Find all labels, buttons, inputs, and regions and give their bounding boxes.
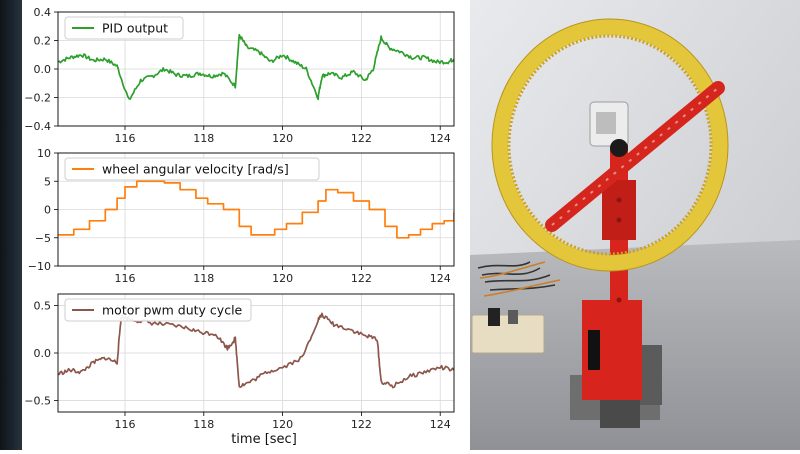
- wheel-crossbar: [545, 81, 725, 232]
- y-tick-label: 0.0: [34, 347, 52, 360]
- reaction-wheel: [491, 18, 729, 272]
- plot-frame: [57, 11, 455, 127]
- plots-panel: time [sec] 116 118 120 122 124 −0.4 −0.2 0.0 0.2…: [22, 0, 470, 450]
- y-tick-label: 10: [37, 147, 51, 160]
- x-tick-label: 124: [430, 272, 451, 285]
- plot-frame: [57, 293, 455, 413]
- legend-label: motor pwm duty cycle: [102, 303, 243, 318]
- legend-label: PID output: [102, 21, 168, 36]
- x-axis-label: time [sec]: [231, 432, 297, 447]
- x-tick-label: 116: [114, 418, 135, 431]
- y-tick-label: −0.5: [24, 395, 51, 408]
- breadboard: [471, 261, 561, 354]
- x-tick-label: 118: [193, 272, 214, 285]
- x-tick-label: 120: [272, 272, 293, 285]
- y-tick-label: 0.2: [34, 35, 52, 48]
- x-tick-label: 124: [430, 418, 451, 431]
- laptop-edge-photo: [0, 0, 22, 450]
- x-tick-label: 116: [114, 272, 135, 285]
- x-tick-label: 118: [193, 132, 214, 145]
- legend-label: wheel angular velocity [rad/s]: [102, 162, 289, 177]
- y-tick-label: −0.2: [24, 92, 51, 105]
- chart-3: 116 118 120 122 124 −0.5 0.0 0.5 motor pwm duty …: [24, 293, 455, 431]
- legend-box: [64, 16, 184, 40]
- chart-1: 116 118 120 122 124 −0.4 −0.2 0.0 0.2 0.4 PID outp…: [24, 6, 455, 145]
- motor: [589, 101, 629, 157]
- x-tick-label: 120: [272, 132, 293, 145]
- y-tick-label: −0.4: [24, 120, 51, 133]
- y-tick-label: 0.0: [34, 63, 52, 76]
- x-tick-label: 122: [351, 418, 372, 431]
- chart-2: 116 118 120 122 124 −10 −5 0 5 10 wheel angular ve…: [28, 147, 455, 285]
- x-tick-label: 118: [193, 418, 214, 431]
- series-line: [58, 33, 454, 101]
- legend-box: [64, 157, 320, 181]
- robot-photo-svg: [470, 0, 800, 450]
- y-tick-label: −5: [35, 232, 51, 245]
- legend-box: [64, 298, 252, 322]
- x-tick-label: 120: [272, 418, 293, 431]
- charts-svg: time [sec] 116 118 120 122 124 −0.4 −0.2 0.0 0.2…: [24, 6, 455, 447]
- y-tick-label: −10: [28, 260, 51, 273]
- series-line: [58, 180, 454, 239]
- y-tick-label: 5: [44, 175, 51, 188]
- x-tick-label: 122: [351, 132, 372, 145]
- y-tick-label: 0.5: [34, 299, 52, 312]
- plot-frame: [57, 152, 455, 267]
- x-tick-label: 116: [114, 132, 135, 145]
- x-tick-label: 124: [430, 132, 451, 145]
- x-tick-label: 122: [351, 272, 372, 285]
- y-tick-label: 0: [44, 204, 51, 217]
- y-tick-label: 0.4: [34, 6, 52, 19]
- robot-photo: [470, 0, 800, 450]
- series-line: [58, 312, 454, 389]
